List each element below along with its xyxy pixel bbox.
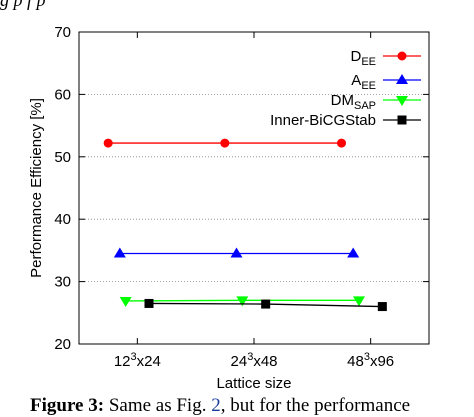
x-tick-label-0: 123x24 — [114, 351, 161, 370]
series-1 — [113, 247, 360, 258]
y-tick-label-40: 40 — [54, 211, 71, 228]
figure-caption-text-after: , but for the performance — [220, 395, 411, 416]
y-tick-label-20: 20 — [54, 336, 71, 353]
legend-label-3: Inner-BiCGStab — [270, 112, 376, 129]
legend-marker-1 — [396, 74, 408, 84]
series-3 — [144, 298, 387, 312]
legend-label-2: DMSAP — [331, 92, 376, 112]
legend-marker-3 — [397, 115, 407, 125]
series-2-point-2 — [353, 296, 365, 307]
y-tick-label-50: 50 — [54, 149, 71, 166]
series-1-point-0 — [113, 247, 126, 258]
series-3-point-2 — [377, 302, 387, 312]
legend-label-0: DEE — [350, 48, 376, 68]
series-2-point-0 — [119, 296, 132, 307]
series-0 — [103, 138, 346, 148]
series-2-point-1 — [236, 296, 249, 307]
figure-caption-text-before: Same as Fig. — [104, 395, 212, 416]
figure-caption: Figure 3: Same as Fig. 2, but for the pe… — [30, 395, 410, 417]
y-tick-label-60: 60 — [54, 86, 71, 103]
x-tick-label-1: 243x48 — [231, 351, 278, 370]
series-0-point-2 — [337, 138, 346, 148]
series-1-point-2 — [347, 247, 360, 258]
series-3-point-0 — [144, 298, 154, 308]
y-tick-label-70: 70 — [54, 24, 71, 41]
legend-label-1: AEE — [351, 72, 376, 92]
series-2 — [119, 296, 365, 307]
y-axis-label: Performance Efficiency [%] — [28, 98, 45, 278]
x-axis-ticks: 123x24 243x48 483x96 — [114, 32, 394, 370]
figure-reference-link[interactable]: 2 — [211, 395, 221, 416]
y-axis-ticks: 20 30 40 50 60 70 — [54, 24, 429, 353]
x-tick-label-2: 483x96 — [347, 351, 394, 370]
x-axis-label: Lattice size — [216, 375, 291, 392]
figure-top-caption-fragment: g p f p — [0, 0, 46, 10]
series-0-point-1 — [220, 138, 230, 148]
y-tick-label-30: 30 — [54, 274, 71, 291]
figure-caption-label: Figure 3: — [30, 395, 105, 416]
performance-efficiency-chart: 20 30 40 50 60 70 123x24 243x48 483x96 Lattice … — [28, 24, 430, 392]
series-1-point-1 — [230, 247, 243, 258]
series-layer — [103, 138, 387, 312]
legend-marker-2 — [396, 96, 408, 106]
series-3-point-1 — [261, 299, 271, 309]
legend-marker-0 — [397, 51, 407, 61]
grid-lines — [79, 94, 429, 283]
series-0-point-0 — [103, 138, 113, 148]
